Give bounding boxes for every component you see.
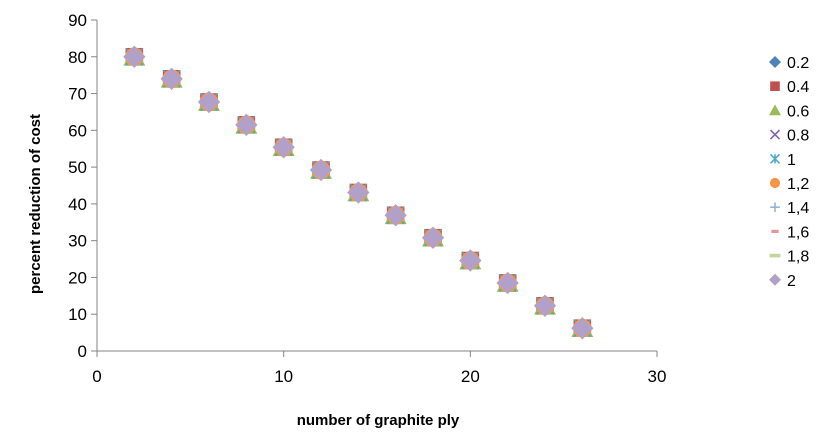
legend-marker xyxy=(769,129,781,140)
legend-item: 0.8 xyxy=(769,128,809,145)
data-point xyxy=(384,204,407,227)
y-tick-label: 70 xyxy=(68,85,87,104)
legend-item: 0.2 xyxy=(769,55,809,72)
legend-marker xyxy=(769,253,781,258)
data-point xyxy=(198,91,220,114)
data-point xyxy=(123,45,146,68)
legend-item: 0.6 xyxy=(769,103,809,120)
legend-item: 1,8 xyxy=(769,249,809,266)
legend-marker xyxy=(769,56,781,68)
x-tick-label: 20 xyxy=(461,367,480,386)
y-tick-label: 80 xyxy=(68,48,87,67)
x-tick-label: 10 xyxy=(274,367,293,386)
x-axis-title: number of graphite ply xyxy=(297,412,460,429)
data-points xyxy=(123,45,594,340)
data-point xyxy=(534,294,556,317)
legend-item: 2 xyxy=(769,273,796,290)
legend-marker xyxy=(771,229,779,233)
legend-item: 1,2 xyxy=(769,176,809,193)
y-tick-label: 40 xyxy=(68,195,87,214)
y-axis-title: percent reduction of cost xyxy=(27,114,44,294)
legend-label: 0.6 xyxy=(787,103,809,120)
data-point xyxy=(496,271,519,294)
data-point xyxy=(160,67,183,90)
series-2 xyxy=(123,45,594,340)
legend-item: 0.4 xyxy=(770,79,809,96)
legend-marker xyxy=(769,177,781,189)
legend-marker xyxy=(769,273,781,286)
legend-label: 1,8 xyxy=(787,249,809,266)
legend-label: 1 xyxy=(787,152,796,169)
legend-label: 1,6 xyxy=(787,224,809,241)
legend-marker xyxy=(770,81,780,91)
legend-label: 0.2 xyxy=(787,55,809,72)
legend: 0.2 0.4 0.6 0.8 1 1,2 1,4 1,6 1,8 2 xyxy=(769,55,809,290)
y-tick-label: 10 xyxy=(68,305,87,324)
data-point xyxy=(571,317,594,340)
legend-marker xyxy=(769,104,781,116)
axes: 0 10 20 30 40 50 60 70 80 90 0 10 20 30 xyxy=(68,11,666,386)
y-tick-label: 0 xyxy=(78,342,87,361)
y-tick-label: 30 xyxy=(68,232,87,251)
data-point xyxy=(235,113,258,136)
legend-item: 1,6 xyxy=(771,224,809,241)
x-tick-label: 0 xyxy=(92,367,101,386)
legend-label: 0.4 xyxy=(787,79,809,96)
y-tick-label: 50 xyxy=(68,158,87,177)
data-point xyxy=(422,226,444,249)
legend-item: 1,4 xyxy=(770,200,809,217)
data-point xyxy=(347,181,370,204)
y-tick-label: 20 xyxy=(68,268,87,287)
data-point xyxy=(310,159,332,182)
data-point xyxy=(459,249,482,272)
y-tick-label: 90 xyxy=(68,11,87,30)
legend-marker xyxy=(770,202,780,212)
legend-label: 1,4 xyxy=(787,200,809,217)
legend-marker xyxy=(769,153,781,164)
legend-label: 2 xyxy=(787,273,796,290)
legend-label: 1,2 xyxy=(787,176,809,193)
legend-label: 0.8 xyxy=(787,128,809,145)
data-point xyxy=(272,136,295,159)
y-tick-label: 60 xyxy=(68,121,87,140)
x-tick-label: 30 xyxy=(648,367,667,386)
legend-item: 1 xyxy=(769,152,796,169)
